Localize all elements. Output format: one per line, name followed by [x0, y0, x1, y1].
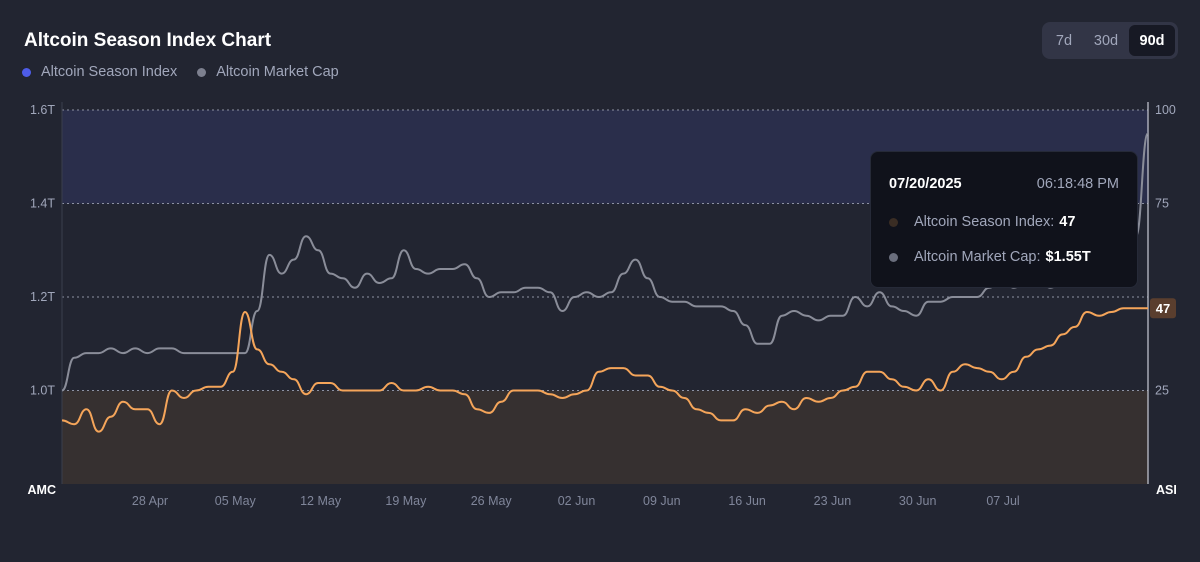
- y-axis-right-title: ASI: [1156, 483, 1177, 497]
- x-axis-tick: 23 Jun: [814, 494, 852, 508]
- current-value-badge: [1150, 298, 1176, 319]
- tooltip-time: 06:18:48 PM: [1036, 176, 1119, 192]
- y-axis-right-tick: 75: [1155, 197, 1169, 211]
- range-30d-button[interactable]: 30d: [1093, 32, 1119, 49]
- x-axis-tick: 19 May: [385, 494, 427, 508]
- y-axis-left-tick: 1.4T: [30, 197, 55, 211]
- time-range-selector: 7d 30d 90d: [1042, 22, 1178, 59]
- x-axis-tick: 09 Jun: [643, 494, 681, 508]
- x-axis-tick: 02 Jun: [558, 494, 596, 508]
- chart-tooltip: 07/20/2025 06:18:48 PM Altcoin Season In…: [870, 151, 1138, 288]
- x-axis-tick: 07 Jul: [986, 494, 1019, 508]
- chart-legend: Altcoin Season Index Altcoin Market Cap: [22, 64, 359, 80]
- y-axis-left-tick: 1.0T: [30, 384, 55, 398]
- x-axis-tick: 12 May: [300, 494, 342, 508]
- y-axis-left-title: AMC: [28, 483, 56, 497]
- market-cap-line: [61, 132, 1149, 392]
- range-7d-button[interactable]: 7d: [1055, 32, 1073, 49]
- tooltip-cap-label: Altcoin Market Cap:: [914, 249, 1041, 265]
- range-90d-button[interactable]: 90d: [1129, 25, 1175, 56]
- tooltip-date: 07/20/2025: [889, 176, 962, 192]
- y-axis-left-tick: 1.2T: [30, 290, 55, 304]
- tooltip-index-dot-icon: [889, 217, 898, 227]
- x-axis-tick: 26 May: [471, 494, 513, 508]
- x-axis-tick: 30 Jun: [899, 494, 937, 508]
- current-value-badge-label: 47: [1156, 301, 1170, 316]
- tooltip-index-label: Altcoin Season Index:: [914, 214, 1055, 230]
- chart-title: Altcoin Season Index Chart: [24, 30, 272, 51]
- y-axis-right-tick: 100: [1155, 103, 1176, 117]
- tooltip-cap-dot-icon: [889, 252, 898, 262]
- legend-item-index[interactable]: Altcoin Season Index: [22, 64, 177, 80]
- legend-item-market-cap[interactable]: Altcoin Market Cap: [197, 64, 339, 80]
- tooltip-row-index: Altcoin Season Index: 47: [889, 214, 1075, 230]
- tooltip-index-value: 47: [1059, 214, 1076, 230]
- x-axis-tick: 28 Apr: [132, 494, 168, 508]
- tooltip-cap-value: $1.55T: [1045, 249, 1091, 265]
- legend-label: Altcoin Season Index: [41, 64, 178, 80]
- legend-dot-icon: [197, 67, 207, 77]
- legend-dot-icon: [22, 67, 31, 77]
- season-index-line: [61, 307, 1148, 433]
- x-axis-tick: 16 Jun: [728, 494, 766, 508]
- y-axis-left-tick: 1.6T: [30, 103, 55, 117]
- tooltip-row-market-cap: Altcoin Market Cap: $1.55T: [889, 249, 1091, 265]
- legend-label: Altcoin Market Cap: [216, 64, 339, 80]
- x-axis-tick: 05 May: [215, 494, 257, 508]
- y-axis-right-tick: 25: [1155, 384, 1169, 398]
- bitcoin-season-band: [62, 390, 1148, 484]
